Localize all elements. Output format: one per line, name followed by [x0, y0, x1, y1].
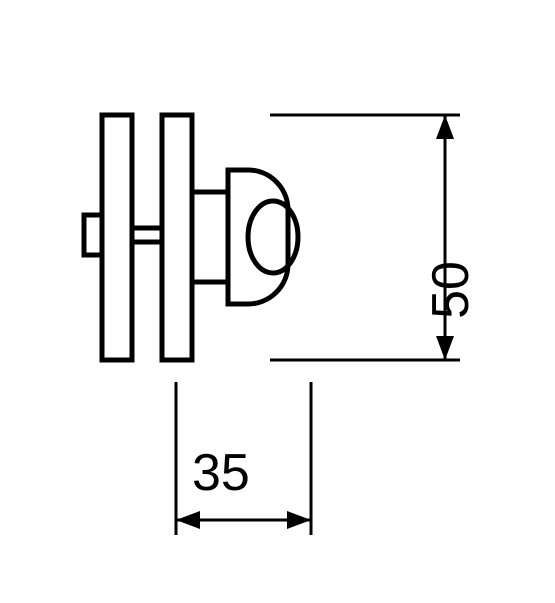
- dimension-height-label: 50: [422, 261, 480, 319]
- dimension-width-label: 35: [192, 444, 250, 502]
